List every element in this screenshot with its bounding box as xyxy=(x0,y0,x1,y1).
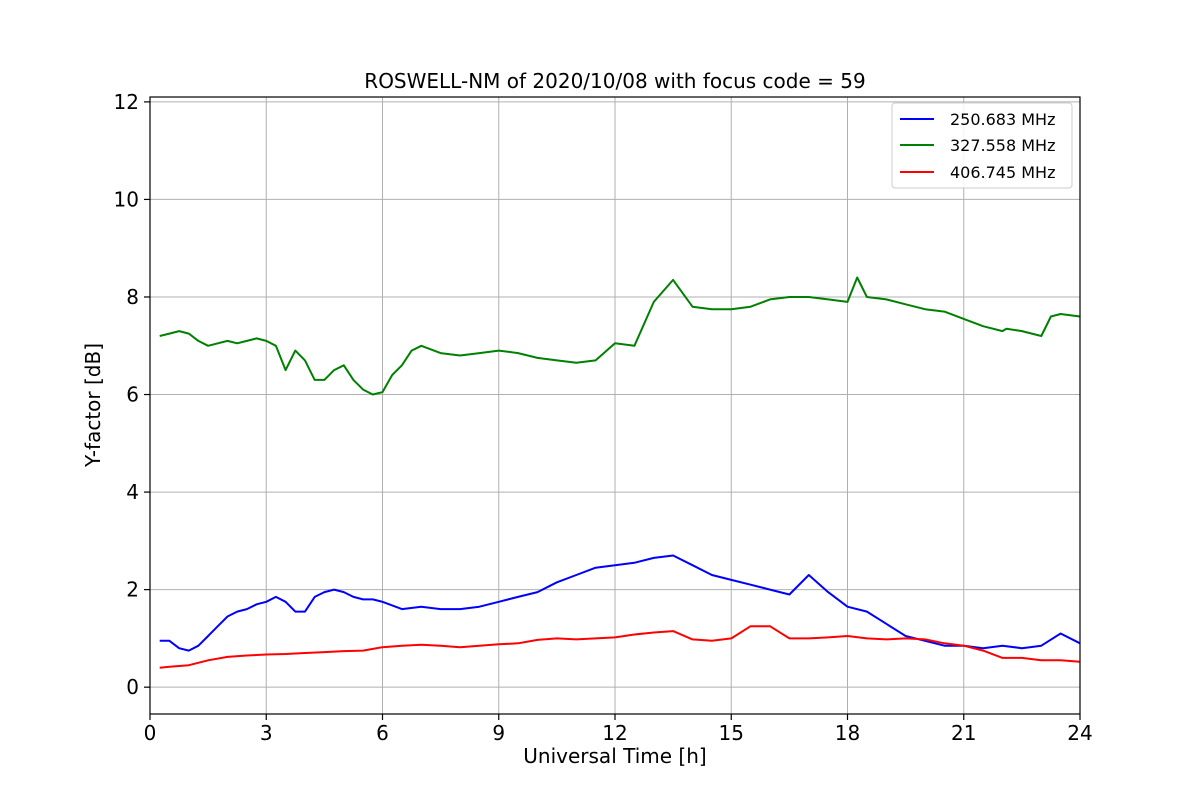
x-tick-label: 15 xyxy=(719,721,744,745)
x-tick-label: 6 xyxy=(376,721,389,745)
x-tick-label: 12 xyxy=(602,721,627,745)
y-axis-label: Y-factor [dB] xyxy=(81,343,105,468)
x-tick-label: 0 xyxy=(144,721,157,745)
x-tick-label: 9 xyxy=(492,721,505,745)
y-tick-label: 2 xyxy=(126,578,139,602)
y-tick-label: 8 xyxy=(126,285,139,309)
series-line-2 xyxy=(159,276,1081,396)
x-tick-label: 3 xyxy=(260,721,273,745)
x-tick-label: 21 xyxy=(951,721,976,745)
chart-title: ROSWELL-NM of 2020/10/08 with focus code… xyxy=(364,69,865,93)
legend: 250.683 MHz 327.558 MHz 406.745 MHz xyxy=(891,102,1073,189)
x-tick-label: 18 xyxy=(835,721,860,745)
y-tick-label: 0 xyxy=(126,675,139,699)
legend-label-series-3: 406.745 MHz xyxy=(950,163,1055,182)
series-line-1 xyxy=(159,554,1081,652)
x-tick-label: 24 xyxy=(1067,721,1092,745)
legend-label-series-2: 327.558 MHz xyxy=(950,136,1055,155)
y-tick-label: 4 xyxy=(126,480,139,504)
y-tick-label: 6 xyxy=(126,383,139,407)
legend-box xyxy=(891,102,1073,189)
legend-label-series-1: 250.683 MHz xyxy=(950,110,1055,129)
y-tick-label: 10 xyxy=(114,187,139,211)
y-tick-label: 12 xyxy=(114,90,139,114)
series-layer xyxy=(159,276,1081,669)
x-axis-label: Universal Time [h] xyxy=(523,744,706,768)
series-line-3 xyxy=(159,625,1081,669)
